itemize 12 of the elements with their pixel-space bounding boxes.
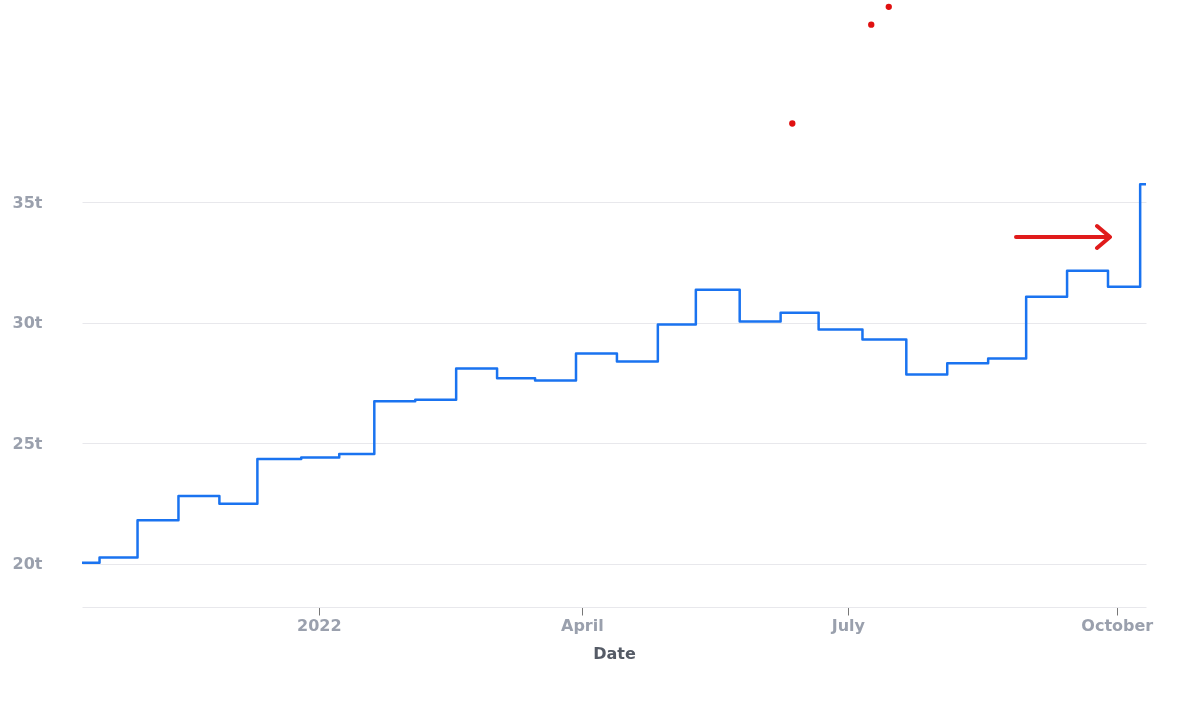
x-tick-label: July bbox=[830, 615, 866, 635]
x-tick-label: April bbox=[560, 615, 604, 635]
y-tick-label: 20t bbox=[12, 554, 43, 574]
x-axis-title: Date bbox=[593, 643, 636, 663]
y-tick-label: 35t bbox=[12, 192, 43, 212]
y-tick-label: 25t bbox=[12, 433, 43, 453]
x-tick-label: 2022 bbox=[297, 615, 342, 635]
point bbox=[885, 3, 892, 10]
point bbox=[789, 120, 796, 127]
y-tick-label: 30t bbox=[12, 313, 43, 333]
x-tick-label: October bbox=[1081, 615, 1154, 635]
point bbox=[868, 21, 875, 28]
